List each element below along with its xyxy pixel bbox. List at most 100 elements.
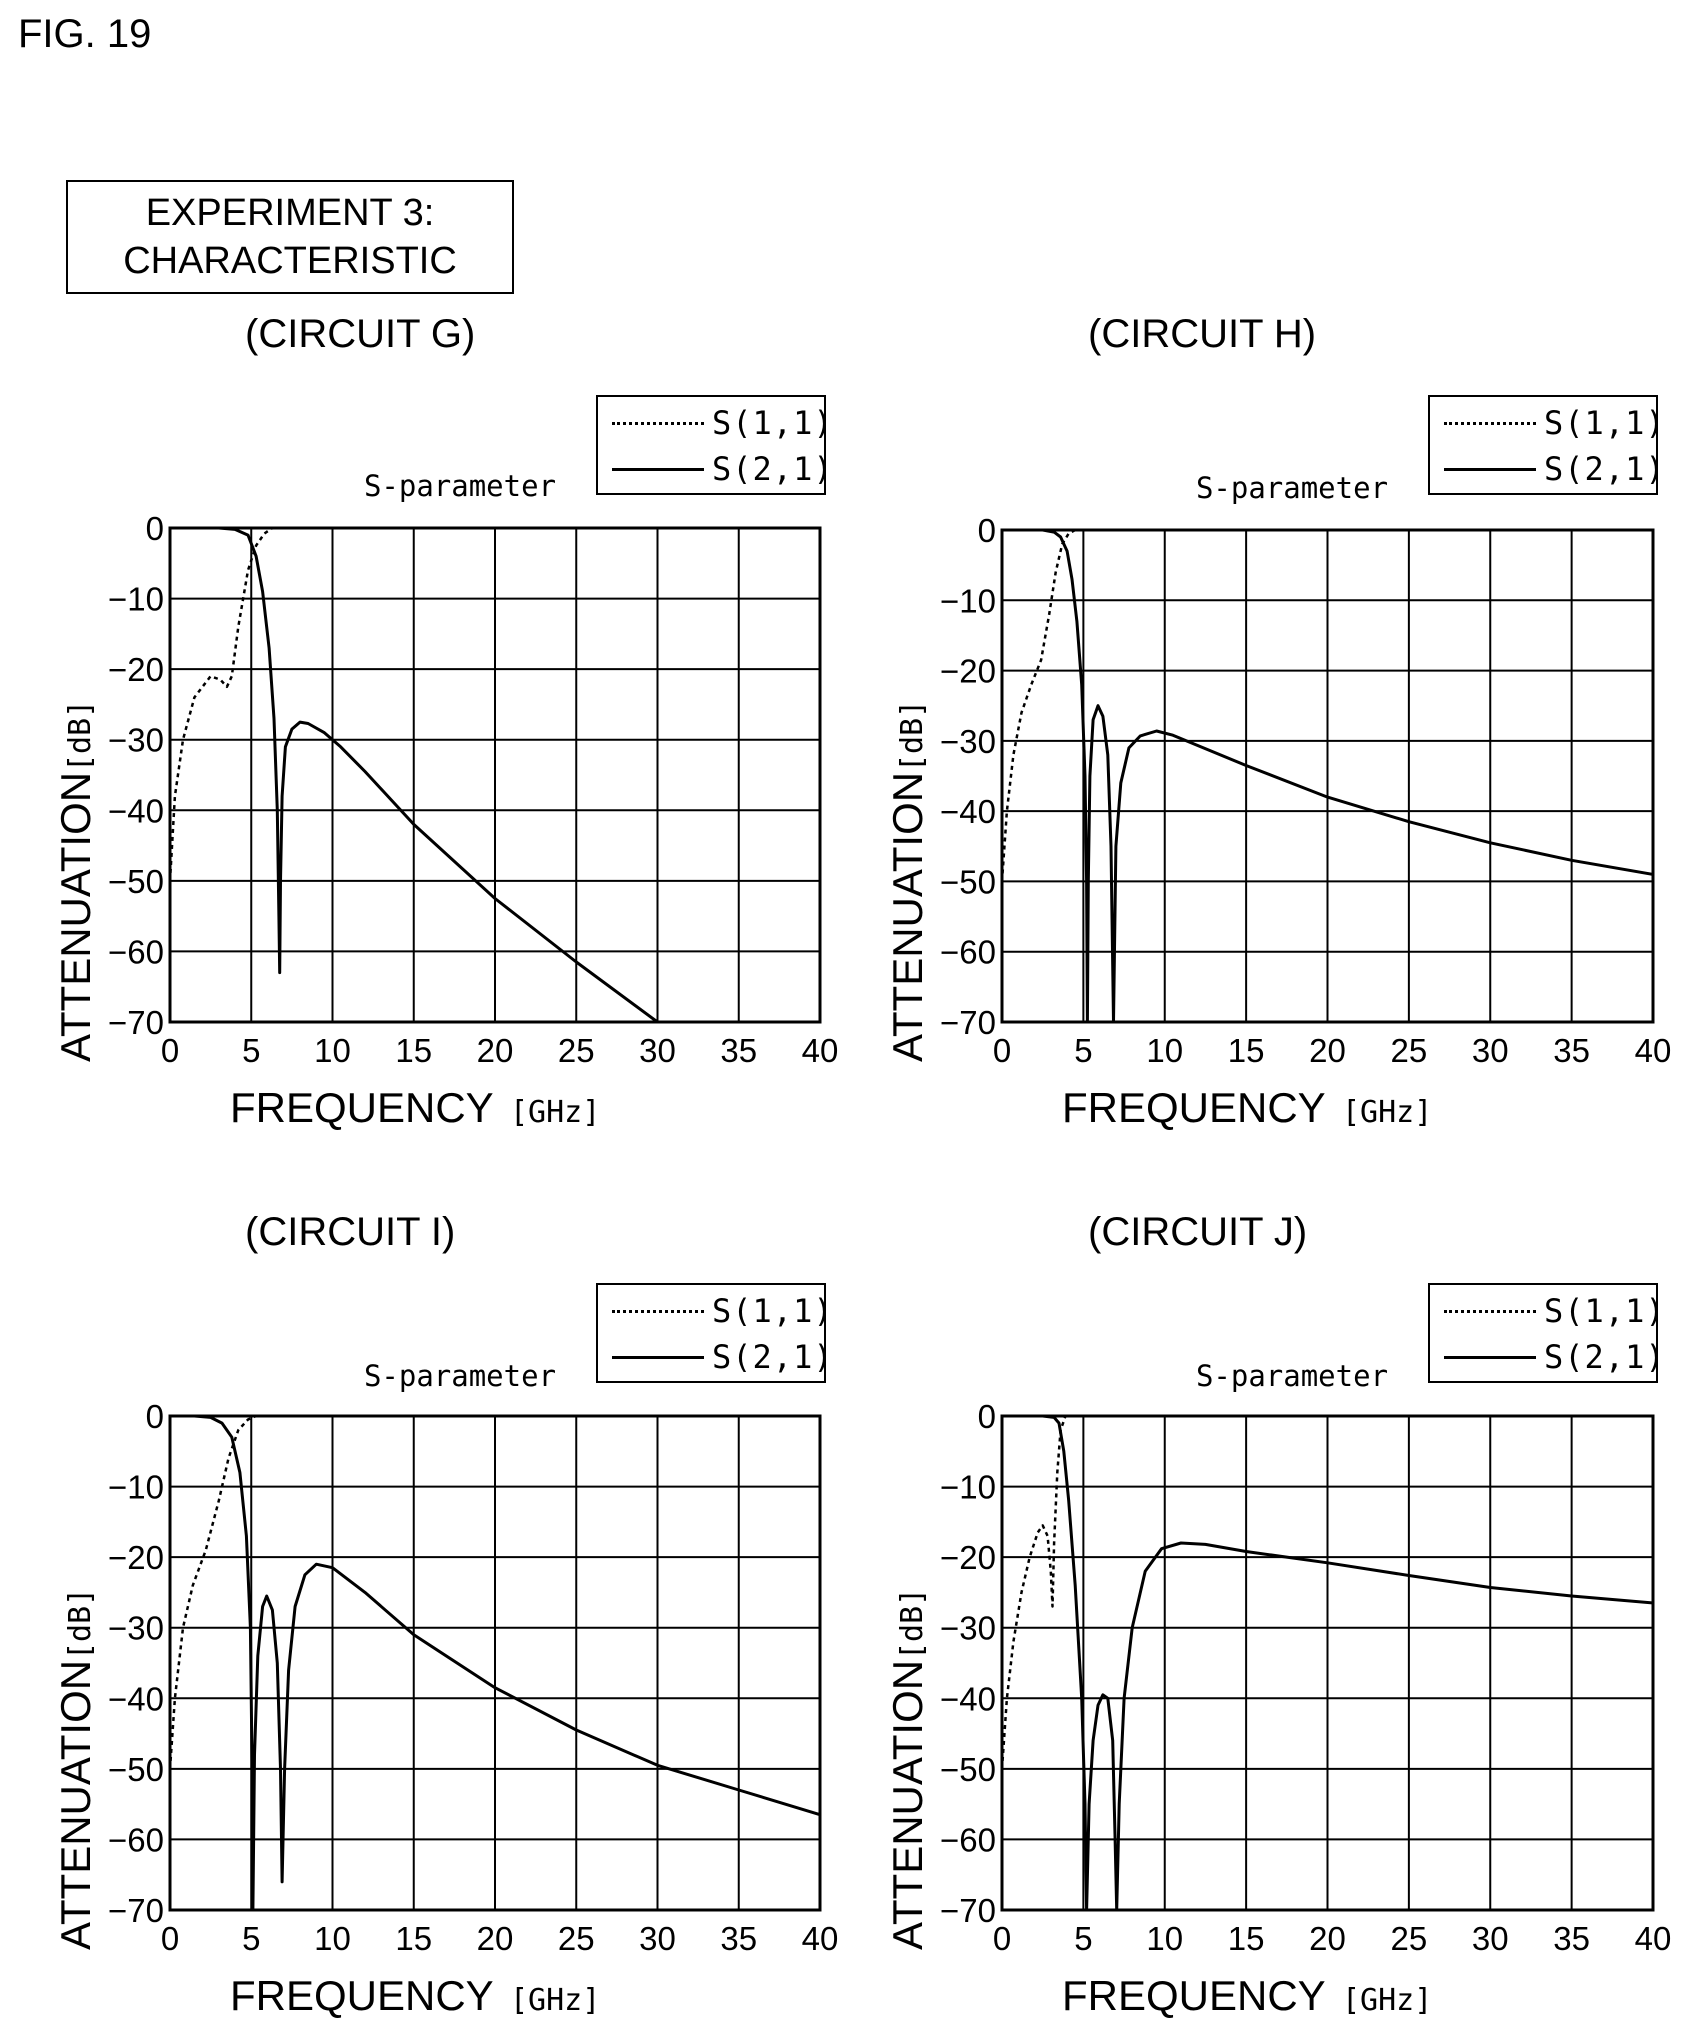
x-tick-label: 25: [1391, 1032, 1428, 1069]
y-tick-label: −60: [108, 1821, 164, 1858]
legend-label: S(1,1): [712, 404, 834, 442]
y-axis-label: ATTENUATION: [52, 1660, 99, 1950]
y-tick-label: −40: [940, 1680, 996, 1717]
y-axis-label: ATTENUATION: [884, 772, 931, 1062]
chart-legend: S(1,1) S(2,1): [1428, 1283, 1665, 1383]
panel-title: (CIRCUIT G): [245, 312, 476, 356]
y-tick-label: 0: [146, 1398, 164, 1435]
panel-title: (CIRCUIT J): [1088, 1210, 1308, 1254]
x-tick-label: 30: [1472, 1920, 1509, 1957]
series-dotted-line: [168, 1414, 257, 1769]
x-tick-label: 15: [395, 1032, 432, 1069]
y-tick-label: −40: [108, 1680, 164, 1717]
y-axis-label: ATTENUATION: [52, 772, 99, 1062]
y-tick-label: 0: [978, 512, 996, 549]
legend-swatch: [612, 421, 704, 425]
legend-entry: S(1,1): [1444, 1289, 1666, 1333]
y-tick-label: −20: [108, 651, 164, 688]
legend-swatch: [612, 467, 704, 471]
legend-swatch: [1444, 421, 1536, 425]
y-tick-label: −70: [108, 1892, 164, 1929]
x-tick-label: 30: [639, 1920, 676, 1957]
y-axis-unit: [dB]: [895, 700, 930, 772]
y-tick-label: −50: [108, 863, 164, 900]
panel-title: (CIRCUIT H): [1088, 312, 1317, 356]
y-tick-label: −70: [940, 1892, 996, 1929]
x-tick-label: 40: [1635, 1920, 1672, 1957]
x-tick-label: 5: [242, 1032, 260, 1069]
series-dotted-line: [168, 526, 274, 881]
x-tick-label: 40: [802, 1032, 839, 1069]
legend-swatch: [1444, 1309, 1536, 1313]
y-tick-label: −30: [108, 722, 164, 759]
y-tick-label: −60: [940, 934, 996, 971]
x-tick-label: 10: [314, 1920, 351, 1957]
y-tick-label: −20: [108, 1539, 164, 1576]
chart-panel-3: 0 5 10 15 20 25 30 35 40 0 −10 −20 −30 −40 −50 −60 −70 S-…: [52, 1359, 838, 2018]
series-solid-line: [170, 1414, 821, 1912]
chart-subtitle: S-parameter: [364, 469, 556, 503]
x-axis-unit: [GHz]: [1342, 1095, 1432, 1130]
y-tick-label: 0: [146, 510, 164, 547]
x-tick-label: 5: [242, 1920, 260, 1957]
x-tick-label: 25: [558, 1032, 595, 1069]
legend-swatch: [612, 1355, 704, 1359]
legend-label: S(1,1): [1544, 1292, 1666, 1330]
x-tick-label: 35: [720, 1920, 757, 1957]
x-tick-label: 10: [1146, 1032, 1183, 1069]
x-tick-label: 5: [1074, 1920, 1092, 1957]
x-axis-label: FREQUENCY: [230, 1084, 494, 1131]
y-tick-label: −60: [108, 933, 164, 970]
y-tick-label: −10: [108, 1469, 164, 1506]
legend-label: S(2,1): [1544, 1338, 1666, 1376]
series-solid-line: [1002, 528, 1654, 1024]
x-tick-label: 0: [161, 1032, 179, 1069]
legend-label: S(1,1): [1544, 404, 1666, 442]
y-tick-label: −30: [940, 723, 996, 760]
y-tick-label: −70: [940, 1004, 996, 1041]
legend-entry: S(1,1): [612, 1289, 834, 1333]
legend-swatch: [1444, 1355, 1536, 1359]
x-tick-label: 0: [993, 1920, 1011, 1957]
y-tick-label: −30: [940, 1610, 996, 1647]
legend-label: S(2,1): [712, 450, 834, 488]
x-tick-label: 30: [639, 1032, 676, 1069]
y-axis-unit: [dB]: [63, 700, 98, 772]
experiment-box-line2: CHARACTERISTIC: [123, 240, 457, 282]
x-axis-unit: [GHz]: [510, 1983, 600, 2018]
y-tick-label: −10: [940, 582, 996, 619]
series-solid-line: [1002, 1414, 1654, 1912]
x-tick-label: 15: [1228, 1032, 1265, 1069]
x-tick-label: 20: [477, 1032, 514, 1069]
chart-legend: S(1,1) S(2,1): [596, 1283, 833, 1383]
legend-entry: S(2,1): [612, 1335, 834, 1379]
legend-label: S(2,1): [1544, 450, 1666, 488]
y-axis-unit: [dB]: [63, 1588, 98, 1660]
legend-entry: S(2,1): [1444, 1335, 1666, 1379]
legend-entry: S(1,1): [1444, 401, 1666, 445]
x-axis-label: FREQUENCY: [1062, 1084, 1326, 1131]
x-tick-label: 40: [1635, 1032, 1672, 1069]
chart-subtitle: S-parameter: [1196, 1359, 1388, 1393]
y-tick-label: −70: [108, 1004, 164, 1041]
y-tick-label: 0: [978, 1398, 996, 1435]
series-solid-line: [170, 526, 659, 1024]
x-tick-label: 5: [1074, 1032, 1092, 1069]
y-tick-label: −50: [108, 1751, 164, 1788]
x-axis-unit: [GHz]: [1342, 1983, 1432, 2018]
y-tick-label: −20: [940, 1539, 996, 1576]
y-tick-label: −10: [940, 1469, 996, 1506]
x-tick-label: 40: [802, 1920, 839, 1957]
legend-entry: S(1,1): [612, 401, 834, 445]
y-axis-unit: [dB]: [895, 1588, 930, 1660]
x-tick-label: 35: [1553, 1920, 1590, 1957]
x-tick-label: 0: [993, 1032, 1011, 1069]
chart-panel-4: 0 5 10 15 20 25 30 35 40 0 −10 −20 −30 −40 −50 −60 −70 S-…: [884, 1359, 1671, 2018]
x-tick-label: 20: [1309, 1032, 1346, 1069]
x-tick-label: 0: [161, 1920, 179, 1957]
series-dotted-line: [1000, 1415, 1067, 1769]
chart-subtitle: S-parameter: [1196, 471, 1388, 505]
series-dotted-line: [1000, 528, 1076, 882]
figure-label: FIG. 19: [18, 12, 152, 56]
